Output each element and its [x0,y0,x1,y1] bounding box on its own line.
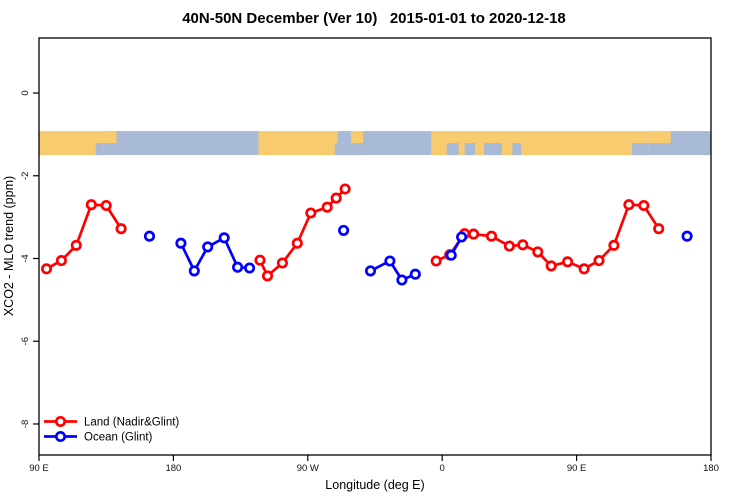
x-tick-label: 90 E [29,463,49,474]
map-strip-ocean-detail [512,143,522,156]
data-series-layer [40,183,693,286]
land-series-point [532,246,544,258]
legend-land-marker [54,415,67,428]
ocean-series-point [244,262,256,274]
y-tick-label: -2 [20,172,31,180]
x-tick-label: 90 E [567,463,587,474]
land-series-point [623,199,635,211]
map-strip-ocean-segment [363,131,432,156]
ocean-series-point [396,274,408,286]
land-series-point [115,223,127,235]
land-series-point [85,199,97,211]
legend-ocean-label: Ocean (Glint) [84,432,153,444]
land-series-point [468,228,480,240]
land-series-point [562,256,574,268]
map-strip-ocean-segment [103,131,259,156]
ocean-series-point [409,268,421,280]
ocean-series-point [338,224,350,236]
map-strip-ocean-detail [631,143,649,156]
legend-ocean-marker [54,430,67,443]
x-tick-label: 0 [440,463,445,474]
ocean-series-point [681,230,693,242]
land-series-point [330,192,342,204]
land-series-point [485,230,498,242]
legend-land-label: Land (Nadir&Glint) [84,417,179,429]
chart-title: 40N-50N December (Ver 10) 2015-01-01 to … [182,10,566,27]
map-strip-land-segment [39,131,104,156]
ocean-series-point [175,237,187,249]
ocean-series-point [218,232,230,244]
land-series-point [517,239,529,251]
land-series-point [593,255,605,267]
x-tick-label: 90 W [297,463,319,474]
land-series-point [339,183,351,195]
map-strip-land-segment [431,131,649,156]
land-series-point [305,207,317,219]
map-strip-ocean-detail [337,131,352,144]
ocean-series-point [445,249,457,261]
map-strip-ocean-detail [95,143,104,156]
land-series-point [430,255,442,267]
ocean-series-point [202,241,214,253]
map-strip-land-detail [648,131,671,144]
land-series-point [608,239,620,251]
y-tick-label: -8 [20,420,31,428]
map-strip-ocean-detail [446,143,459,156]
x-tick-label: 180 [703,463,719,474]
land-series-point [503,240,515,252]
x-tick-label: 180 [165,463,181,474]
land-series-point [291,237,303,249]
plot-frame-layer: 90 E 180 90 W 0 90 E 180 0 -2 -4 -6 -8 [20,37,719,474]
y-tick-label: 0 [20,90,31,95]
ocean-series-line [369,259,417,282]
y-tick-label: -6 [20,337,31,345]
ocean-series-point [232,261,244,273]
land-series-point [321,201,333,213]
land-series-point [276,257,288,269]
map-strip-ocean-detail [484,143,502,156]
ocean-series-point [143,230,156,242]
land-series-point [40,263,53,275]
land-series-point [638,199,650,212]
y-axis-title: XCO2 - MLO trend (ppm) [2,176,16,316]
land-series-point [254,254,266,266]
ocean-series-point [188,265,200,277]
plot-frame [38,37,712,456]
map-strip-ocean-detail [334,143,364,156]
land-series-point [100,199,112,212]
land-series-point [653,223,665,235]
map-strip-land-detail [103,131,117,144]
land-series-point [578,263,590,275]
legend: Land (Nadir&Glint) Ocean (Glint) [44,415,179,444]
land-series-point [55,255,67,267]
land-series-point [261,270,274,282]
ocean-series-point [384,255,396,267]
map-strip [39,131,711,156]
y-tick-label: -4 [20,254,31,262]
land-series-point [70,239,82,251]
map-strip-ocean-detail [464,143,476,156]
x-axis-title: Longitude (deg E) [325,478,424,492]
ocean-series-point [364,265,377,277]
land-series-point [545,260,557,272]
ocean-series-point [456,231,468,243]
